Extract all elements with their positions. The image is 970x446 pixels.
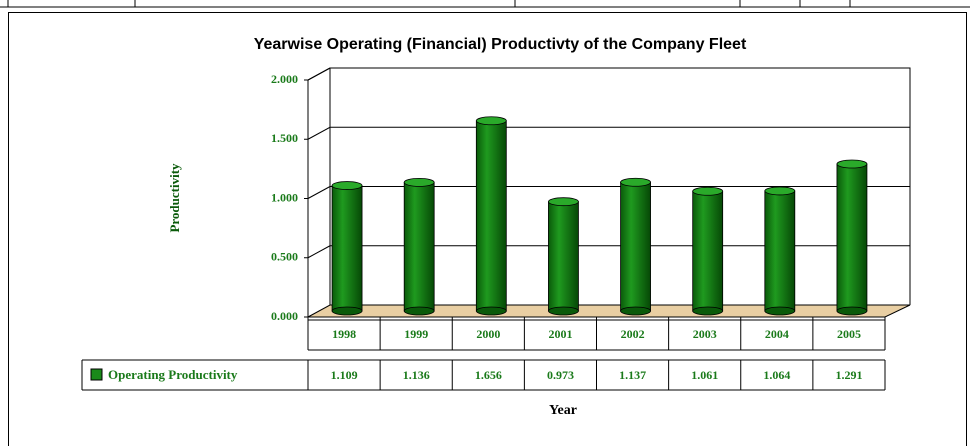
bar-base: [403, 306, 435, 316]
data-table-value: 1.064: [763, 368, 790, 382]
y-tick-label: 0.000: [271, 309, 298, 323]
data-table-value: 1.656: [475, 368, 502, 382]
bar: [331, 185, 363, 312]
bar-base: [836, 306, 868, 316]
x-tick-label: 2000: [476, 327, 500, 341]
data-table-value: 0.973: [547, 368, 574, 382]
x-tick-label: 1999: [404, 327, 428, 341]
bar-top: [764, 186, 796, 196]
y-tick-label: 1.000: [271, 190, 298, 204]
x-tick-label: 2002: [621, 327, 645, 341]
bar-base: [331, 306, 363, 316]
chart-title: Yearwise Operating (Financial) Productiv…: [254, 36, 747, 53]
bar-top: [836, 159, 868, 169]
x-tick-label: 2005: [837, 327, 861, 341]
x-tick-label: 2004: [765, 327, 789, 341]
bar-base: [548, 306, 579, 316]
y-tick-label: 0.500: [271, 250, 298, 264]
x-tick-label: 2001: [548, 327, 572, 341]
data-table-value: 1.136: [403, 368, 430, 382]
grid-line: [307, 67, 331, 81]
y-axis-label: Productivity: [167, 163, 182, 233]
bar-top: [620, 177, 651, 187]
bar-top: [548, 197, 579, 207]
grid-line: [307, 245, 331, 259]
legend-label: Operating Productivity: [108, 367, 238, 382]
bar: [620, 181, 651, 312]
bar: [475, 120, 507, 312]
bar-base: [475, 306, 507, 316]
grid-line: [307, 126, 331, 140]
bar-base: [764, 306, 796, 316]
floor: [307, 304, 911, 318]
data-table-value: 1.109: [331, 368, 358, 382]
bar: [764, 190, 796, 312]
bar-top: [692, 186, 724, 196]
bar: [548, 201, 579, 312]
y-tick-label: 1.500: [271, 131, 298, 145]
x-tick-label: 2003: [693, 327, 717, 341]
bar-top: [331, 181, 363, 190]
bar: [403, 181, 435, 312]
x-tick-label: 1998: [332, 327, 356, 341]
bar-top: [403, 177, 435, 187]
data-table-value: 1.137: [619, 368, 646, 382]
bar-top: [475, 116, 507, 126]
bar: [692, 190, 724, 312]
legend-swatch: [90, 368, 103, 381]
data-table-value: 1.291: [835, 368, 862, 382]
bar: [836, 163, 868, 312]
top-strip: [0, 0, 970, 8]
data-table-value: 1.061: [691, 368, 718, 382]
grid-line: [307, 186, 331, 199]
bar-base: [692, 306, 724, 316]
x-axis-label: Year: [549, 403, 577, 418]
y-tick-label: 2.000: [271, 72, 298, 86]
bar-base: [620, 306, 651, 316]
